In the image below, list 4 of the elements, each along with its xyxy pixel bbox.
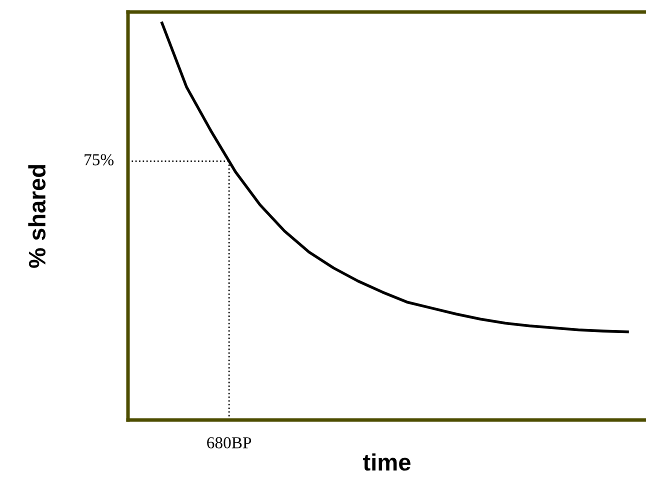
- text: 75%: [84, 154, 114, 166]
- text: 680BP: [207, 437, 252, 448]
- x-axis-title: time: [363, 453, 410, 471]
- y-axis-title: % shared: [28, 165, 46, 268]
